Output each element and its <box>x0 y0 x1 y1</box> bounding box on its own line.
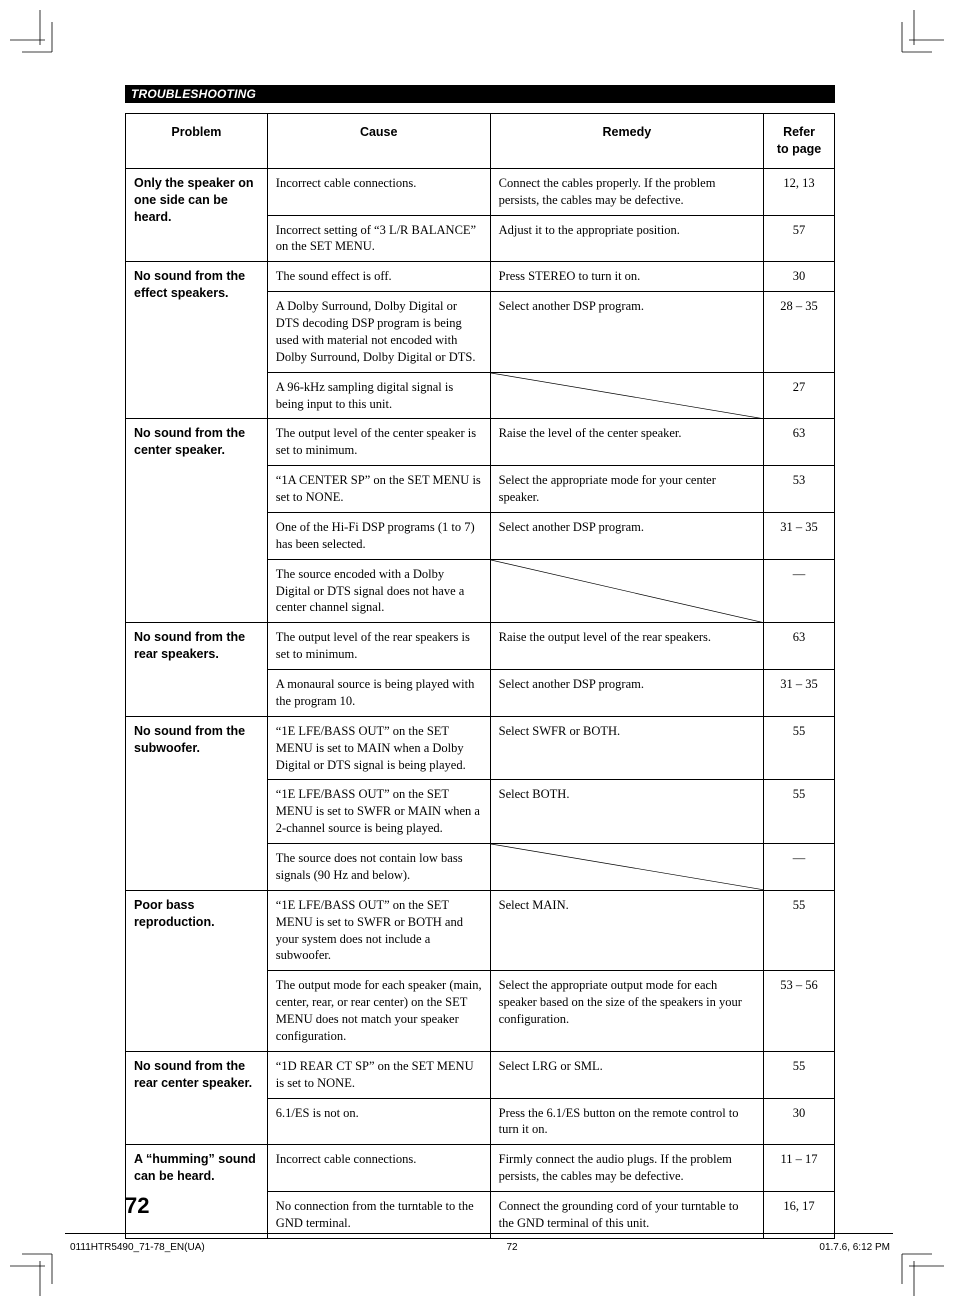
remedy-cell: Select the appropriate output mode for e… <box>490 971 763 1052</box>
remedy-cell: Adjust it to the appropriate position. <box>490 215 763 262</box>
page-ref-cell: 55 <box>764 1051 835 1098</box>
footer-left: 0111HTR5490_71-78_EN(UA) <box>70 1242 205 1253</box>
cause-cell: “1D REAR CT SP” on the SET MENU is set t… <box>267 1051 490 1098</box>
cause-cell: A 96-kHz sampling digital signal is bein… <box>267 372 490 419</box>
page-ref-cell: 31 – 35 <box>764 670 835 717</box>
problem-cell: No sound from the subwoofer. <box>126 716 268 890</box>
table-row: No sound from the effect speakers.The so… <box>126 262 835 292</box>
footer-right: 01.7.6, 6:12 PM <box>819 1242 890 1253</box>
cause-cell: “1E LFE/BASS OUT” on the SET MENU is set… <box>267 716 490 780</box>
header-page-line1: Refer <box>783 125 815 139</box>
page-number: 72 <box>125 1193 149 1219</box>
remedy-cell: Connect the grounding cord of your turnt… <box>490 1192 763 1239</box>
cause-cell: “1E LFE/BASS OUT” on the SET MENU is set… <box>267 780 490 844</box>
table-row: No sound from the rear speakers.The outp… <box>126 623 835 670</box>
header-page: Refer to page <box>764 114 835 169</box>
page-ref-cell: 30 <box>764 262 835 292</box>
page-ref-cell: 11 – 17 <box>764 1145 835 1192</box>
cause-cell: One of the Hi-Fi DSP programs (1 to 7) h… <box>267 512 490 559</box>
remedy-cell: Select another DSP program. <box>490 670 763 717</box>
page-ref-cell: 55 <box>764 890 835 971</box>
cause-cell: 6.1/ES is not on. <box>267 1098 490 1145</box>
page-ref-cell: 16, 17 <box>764 1192 835 1239</box>
footer: 0111HTR5490_71-78_EN(UA) 72 01.7.6, 6:12… <box>70 1242 890 1253</box>
table-head: Problem Cause Remedy Refer to page <box>126 114 835 169</box>
cause-cell: The sound effect is off. <box>267 262 490 292</box>
page-ref-cell: 53 – 56 <box>764 971 835 1052</box>
table-row: No sound from the rear center speaker.“1… <box>126 1051 835 1098</box>
cause-cell: Incorrect setting of “3 L/R BALANCE” on … <box>267 215 490 262</box>
remedy-cell: Select another DSP program. <box>490 292 763 373</box>
problem-cell: Only the speaker on one side can be hear… <box>126 168 268 262</box>
remedy-cell: Firmly connect the audio plugs. If the p… <box>490 1145 763 1192</box>
cause-cell: The source does not contain low bass sig… <box>267 844 490 891</box>
remedy-cell: Connect the cables properly. If the prob… <box>490 168 763 215</box>
page-ref-cell: 63 <box>764 419 835 466</box>
cause-cell: No connection from the turntable to the … <box>267 1192 490 1239</box>
cause-cell: A monaural source is being played with t… <box>267 670 490 717</box>
cause-cell: Incorrect cable connections. <box>267 168 490 215</box>
remedy-cell: Select the appropriate mode for your cen… <box>490 466 763 513</box>
table-row: Poor bass reproduction.“1E LFE/BASS OUT”… <box>126 890 835 971</box>
remedy-cell <box>490 559 763 623</box>
footer-rule <box>65 1233 893 1234</box>
page-ref-cell: 63 <box>764 623 835 670</box>
remedy-cell <box>490 844 763 891</box>
cause-cell: The output level of the rear speakers is… <box>267 623 490 670</box>
table-row: No sound from the center speaker.The out… <box>126 419 835 466</box>
cause-cell: The output mode for each speaker (main, … <box>267 971 490 1052</box>
page-ref-cell: 55 <box>764 716 835 780</box>
cause-cell: “1A CENTER SP” on the SET MENU is set to… <box>267 466 490 513</box>
cause-cell: “1E LFE/BASS OUT” on the SET MENU is set… <box>267 890 490 971</box>
remedy-cell: Select SWFR or BOTH. <box>490 716 763 780</box>
page-ref-cell: 27 <box>764 372 835 419</box>
problem-cell: No sound from the rear center speaker. <box>126 1051 268 1145</box>
header-problem: Problem <box>126 114 268 169</box>
page-ref-cell: 12, 13 <box>764 168 835 215</box>
table-row: No sound from the subwoofer.“1E LFE/BASS… <box>126 716 835 780</box>
troubleshooting-table: Problem Cause Remedy Refer to page Only … <box>125 113 835 1239</box>
problem-cell: No sound from the center speaker. <box>126 419 268 623</box>
table-body: Only the speaker on one side can be hear… <box>126 168 835 1238</box>
page-ref-cell: 53 <box>764 466 835 513</box>
page-ref-cell: — <box>764 844 835 891</box>
table-row: A “humming” sound can be heard.Incorrect… <box>126 1145 835 1192</box>
remedy-cell: Select another DSP program. <box>490 512 763 559</box>
page-ref-cell: 30 <box>764 1098 835 1145</box>
remedy-cell: Press the 6.1/ES button on the remote co… <box>490 1098 763 1145</box>
page-ref-cell: — <box>764 559 835 623</box>
cause-cell: Incorrect cable connections. <box>267 1145 490 1192</box>
page-ref-cell: 28 – 35 <box>764 292 835 373</box>
page-sheet: TROUBLESHOOTING Problem Cause Remedy Ref… <box>0 0 954 1306</box>
remedy-cell: Select BOTH. <box>490 780 763 844</box>
footer-center: 72 <box>506 1242 517 1253</box>
page-ref-cell: 31 – 35 <box>764 512 835 559</box>
page-ref-cell: 55 <box>764 780 835 844</box>
header-cause: Cause <box>267 114 490 169</box>
problem-cell: Poor bass reproduction. <box>126 890 268 1051</box>
problem-cell: A “humming” sound can be heard. <box>126 1145 268 1239</box>
problem-cell: No sound from the effect speakers. <box>126 262 268 419</box>
remedy-cell: Press STEREO to turn it on. <box>490 262 763 292</box>
header-remedy: Remedy <box>490 114 763 169</box>
remedy-cell: Raise the output level of the rear speak… <box>490 623 763 670</box>
section-header: TROUBLESHOOTING <box>125 85 835 103</box>
table-row: Only the speaker on one side can be hear… <box>126 168 835 215</box>
remedy-cell <box>490 372 763 419</box>
cause-cell: The output level of the center speaker i… <box>267 419 490 466</box>
page-ref-cell: 57 <box>764 215 835 262</box>
remedy-cell: Select MAIN. <box>490 890 763 971</box>
remedy-cell: Raise the level of the center speaker. <box>490 419 763 466</box>
header-page-line2: to page <box>772 141 826 158</box>
remedy-cell: Select LRG or SML. <box>490 1051 763 1098</box>
page-content: TROUBLESHOOTING Problem Cause Remedy Ref… <box>125 85 835 1239</box>
cause-cell: A Dolby Surround, Dolby Digital or DTS d… <box>267 292 490 373</box>
problem-cell: No sound from the rear speakers. <box>126 623 268 717</box>
cause-cell: The source encoded with a Dolby Digital … <box>267 559 490 623</box>
